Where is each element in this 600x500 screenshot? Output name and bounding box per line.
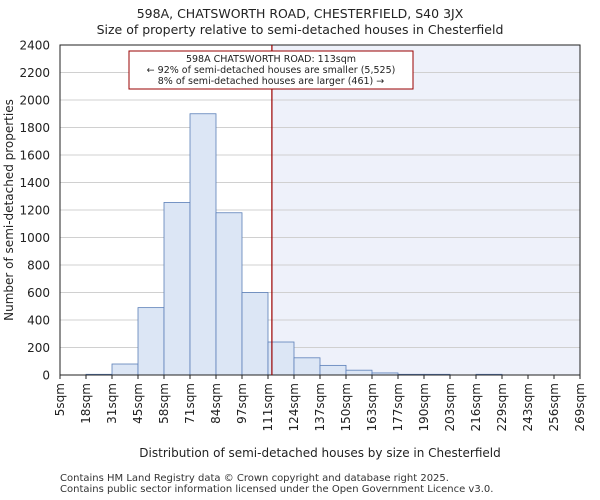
y-tick-label: 2200	[19, 66, 50, 80]
x-tick-label: 45sqm	[131, 383, 145, 424]
y-tick-label: 800	[27, 259, 50, 273]
y-tick-label: 1400	[19, 176, 50, 190]
annotation-smaller: ← 92% of semi-detached houses are smalle…	[147, 65, 396, 76]
y-tick-label: 2000	[19, 94, 50, 108]
x-tick-label: 31sqm	[105, 383, 119, 424]
histogram-bar	[319, 364, 347, 376]
y-tick-label: 400	[27, 314, 50, 328]
y-tick-label: 1000	[19, 231, 50, 245]
x-tick-label: 71sqm	[183, 383, 197, 424]
histogram-bar	[241, 292, 269, 376]
histogram-bar	[111, 363, 139, 376]
footer-licence: Contains public sector information licen…	[60, 484, 494, 495]
x-tick-label: 58sqm	[157, 383, 171, 424]
annotation-title: 598A CHATSWORTH ROAD: 113sqm	[186, 54, 356, 65]
y-axis-label: Number of semi-detached properties	[2, 99, 16, 321]
x-tick-label: 5sqm	[53, 383, 67, 416]
histogram-bar	[137, 307, 165, 376]
x-tick-label: 203sqm	[443, 383, 457, 431]
x-tick-label: 18sqm	[79, 383, 93, 424]
annotation-box	[128, 50, 414, 90]
histogram-bar	[163, 202, 191, 376]
x-tick-label: 124sqm	[287, 383, 301, 431]
histogram-bar	[345, 369, 373, 376]
x-tick-label: 111sqm	[261, 383, 275, 431]
x-tick-label: 163sqm	[365, 383, 379, 431]
x-tick-label: 150sqm	[339, 383, 353, 431]
histogram-bar	[293, 357, 321, 376]
x-tick-label: 269sqm	[573, 383, 587, 431]
chart-title: 598A, CHATSWORTH ROAD, CHESTERFIELD, S40…	[136, 6, 464, 21]
x-tick-label: 137sqm	[313, 383, 327, 431]
x-tick-label: 97sqm	[235, 383, 249, 424]
x-tick-label: 84sqm	[209, 383, 223, 424]
x-tick-label: 190sqm	[417, 383, 431, 431]
histogram-bar	[215, 212, 243, 376]
y-tick-label: 2400	[19, 39, 50, 53]
x-tick-label: 177sqm	[391, 383, 405, 431]
x-tick-label: 243sqm	[521, 383, 535, 431]
y-tick-label: 1200	[19, 204, 50, 218]
y-tick-label: 200	[27, 341, 50, 355]
x-tick-label: 216sqm	[469, 383, 483, 431]
chart-subtitle: Size of property relative to semi-detach…	[96, 22, 504, 37]
footer-copyright: Contains HM Land Registry data © Crown c…	[60, 473, 449, 484]
x-tick-label: 256sqm	[547, 383, 561, 431]
y-tick-label: 1600	[19, 149, 50, 163]
y-tick-label: 1800	[19, 121, 50, 135]
x-tick-label: 229sqm	[495, 383, 509, 431]
y-tick-label: 0	[42, 369, 50, 383]
y-tick-label: 600	[27, 286, 50, 300]
annotation-larger: 8% of semi-detached houses are larger (4…	[158, 76, 385, 87]
x-axis-label: Distribution of semi-detached houses by …	[139, 446, 500, 460]
histogram-bar	[189, 113, 217, 376]
